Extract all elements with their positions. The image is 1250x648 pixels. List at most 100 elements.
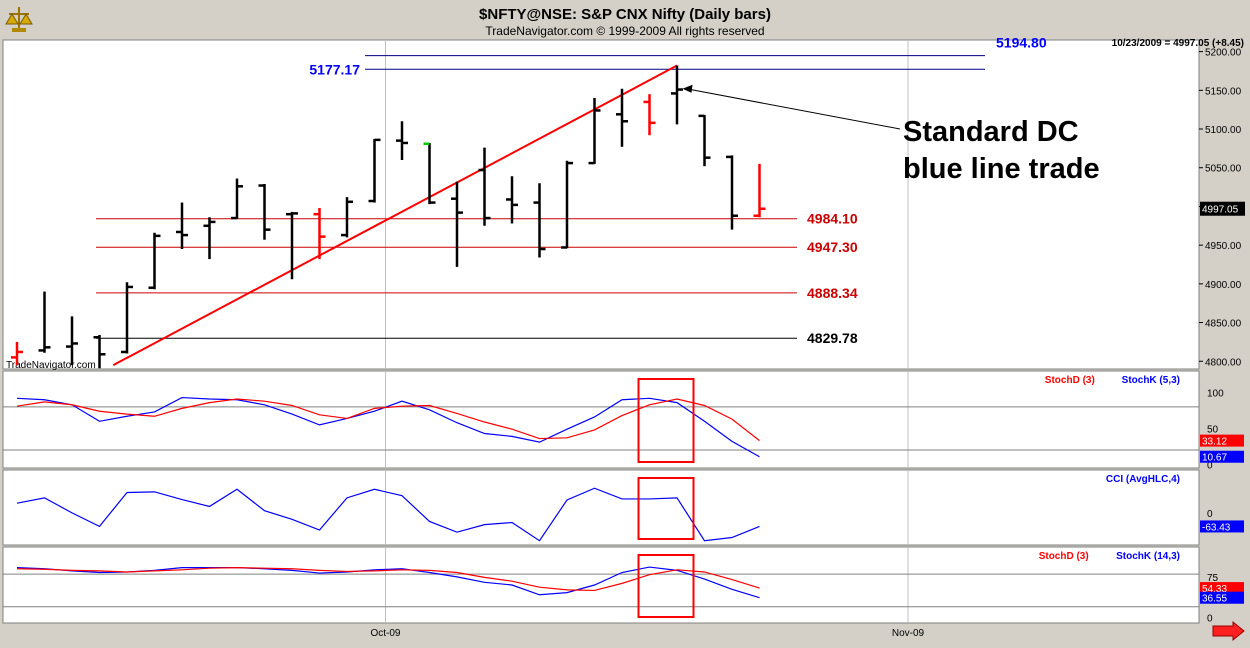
logo-icon[interactable] (4, 3, 34, 35)
panel-tick-label: 50 (1207, 424, 1219, 435)
series-line (16, 567, 760, 592)
level-label: 4829.78 (807, 330, 858, 346)
ohlc-bar (643, 94, 656, 136)
price-tick-label: 4900.00 (1205, 280, 1242, 291)
ohlc-bar (451, 181, 463, 267)
x-tick-label: Nov-09 (892, 628, 925, 639)
ohlc-bar (11, 341, 23, 366)
annotation-line-1: Standard DC (903, 116, 1079, 148)
legend-entry: StochD (3) (1045, 375, 1095, 386)
last-price-label: 4997.05 (1202, 205, 1239, 216)
last-value-badge (1200, 520, 1244, 533)
x-tick-label: Oct-09 (370, 628, 400, 639)
price-tick-label: 4850.00 (1205, 319, 1242, 330)
ohlc-bar (93, 334, 106, 369)
ohlc-bar (561, 160, 573, 249)
ohlc-bar (148, 232, 161, 290)
ohlc-bar (231, 178, 243, 220)
last-value-badge (1200, 450, 1244, 463)
panel-cci: 0 CCI (AvgHLC,4) -63.43 (16, 474, 1244, 542)
last-value-label: 33.12 (1202, 437, 1227, 448)
ohlc-bar (368, 138, 381, 203)
panel-tick-label: 0 (1207, 614, 1213, 625)
price-panel[interactable] (2, 39, 1200, 370)
level-lines: 5194.80 5177.17 4984.10 4947.30 4888.34 4829.… (96, 35, 1047, 346)
grid-layer: Oct-09 Nov-09 (370, 40, 925, 639)
stoch-slow-panel[interactable] (2, 546, 1200, 624)
level-label: 4984.10 (807, 211, 858, 227)
panel-tick-label: 100 (1207, 389, 1224, 400)
last-value-badge (1200, 434, 1244, 447)
panel-stoch-fast: 100 50 0 StochK (5,3) StochD (3) 33.12 10.67 (3, 375, 1244, 471)
panel-tick-label: 75 (1207, 573, 1219, 584)
ohlc-bar (396, 121, 408, 160)
scroll-right-arrow-icon[interactable] (1212, 620, 1245, 642)
ohlc-bar (286, 211, 298, 280)
ohlc-bar (341, 197, 353, 238)
highlight-box (637, 378, 695, 463)
ohlc-bar (121, 282, 133, 354)
level-label: 5177.17 (309, 61, 360, 77)
series-line (16, 398, 760, 442)
price-tick-label: 5150.00 (1205, 86, 1242, 97)
last-value-badge (1200, 582, 1244, 595)
price-tick-label: 4950.00 (1205, 241, 1242, 252)
last-value-label: 36.55 (1202, 594, 1227, 605)
trendline (112, 64, 678, 367)
ohlc-bar (506, 176, 518, 224)
price-tick-label: 5050.00 (1205, 164, 1242, 175)
price-tick-label: 5200.00 (1205, 48, 1242, 59)
price-tick-label: 5100.00 (1205, 125, 1242, 136)
price-axis: 5200.005150.005100.005050.005000.004950.… (1199, 48, 1245, 368)
ohlc-bar (726, 155, 738, 230)
ohlc-bar (588, 98, 601, 165)
watermark: TradeNavigator.com (6, 360, 96, 371)
legend-entry: CCI (AvgHLC,4) (1106, 474, 1180, 485)
ohlc-bar (616, 88, 628, 147)
cci-panel[interactable] (2, 469, 1200, 546)
arrow-head-icon (682, 84, 693, 93)
highlight-box (637, 554, 695, 618)
ohlc-bar (38, 291, 51, 353)
ohlc-bar (313, 207, 326, 260)
last-price-badge (1200, 201, 1245, 216)
annotation-line-2: blue line trade (903, 153, 1100, 185)
annotation-arrow (686, 88, 901, 130)
ohlc-bar (478, 147, 491, 226)
ohlc-bar (698, 114, 711, 167)
last-value-badge (1200, 591, 1244, 604)
ohlc-bar (671, 65, 683, 125)
ohlc-bar (423, 142, 436, 205)
panel-tick-label: 0 (1207, 460, 1213, 471)
price-bars (11, 65, 766, 369)
legend-entry: StochK (14,3) (1116, 551, 1180, 562)
trendline-layer (112, 64, 678, 367)
last-value-label: -63.43 (1202, 522, 1231, 533)
legend-entry: StochD (3) (1039, 551, 1089, 562)
series-line (16, 396, 760, 458)
ohlc-bar (753, 163, 766, 218)
ohlc-bar (66, 316, 78, 366)
stoch-fast-panel[interactable] (2, 370, 1200, 469)
series-line (16, 487, 760, 542)
ohlc-bar (203, 217, 216, 260)
panel-tick-label: 0 (1207, 509, 1213, 520)
last-value-label: 54.33 (1202, 584, 1227, 595)
ohlc-bar (533, 183, 546, 258)
level-label: 5194.80 (996, 35, 1047, 51)
last-value-label: 10.67 (1202, 453, 1227, 464)
copyright-text: TradeNavigator.com © 1999-2009 All right… (485, 24, 764, 38)
price-tick-label: 4800.00 (1205, 357, 1242, 368)
ohlc-bar (176, 202, 188, 250)
chart-title: $NFTY@NSE: S&P CNX Nifty (Daily bars) (479, 6, 771, 23)
level-label: 4947.30 (807, 239, 858, 255)
highlight-box (637, 477, 695, 540)
level-label: 4888.34 (807, 285, 858, 301)
ohlc-bar (258, 183, 271, 240)
last-bar-info: 10/23/2009 = 4997.05 (+8.45) (1112, 38, 1244, 49)
legend-entry: StochK (5,3) (1122, 375, 1180, 386)
